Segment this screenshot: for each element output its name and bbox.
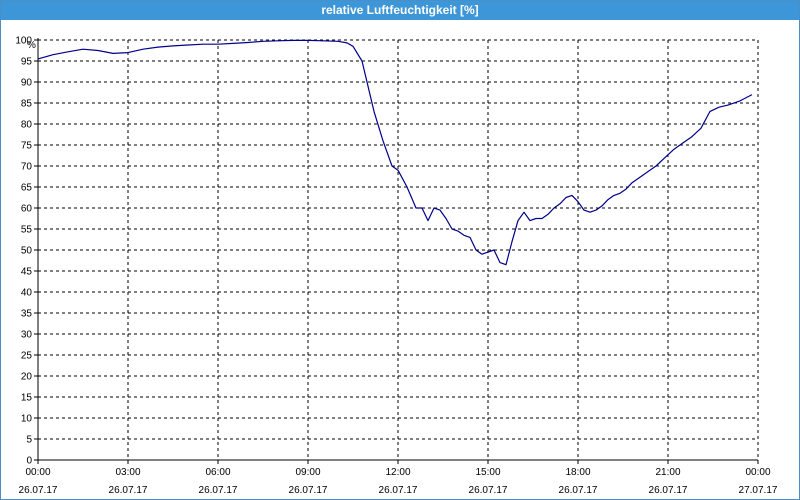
humidity-series-line <box>37 39 753 266</box>
axes <box>34 38 759 464</box>
x-tick-time-label: 21:00 <box>655 467 680 478</box>
grid <box>38 39 759 460</box>
x-tick-time-label: 00:00 <box>25 467 50 478</box>
y-tick-label: 0 <box>26 456 32 467</box>
y-tick-label: 75 <box>21 141 33 152</box>
y-tick-label: 95 <box>21 57 33 68</box>
x-tick-date-label: 26.07.17 <box>379 485 418 496</box>
y-tick-label: 85 <box>21 99 33 110</box>
x-tick-date-label: 26.07.17 <box>19 485 58 496</box>
y-tick-label: 40 <box>21 288 33 299</box>
x-tick-date-label: 27.07.17 <box>739 485 778 496</box>
y-tick-label: 20 <box>21 372 33 383</box>
tick-labels: 0 5 10 15 20 25 30 35 40 45 50 55 60 65 70 75 80 85 90 95 10… <box>15 36 778 497</box>
y-axis-unit-label: % <box>27 40 36 51</box>
x-tick-date-label: 26.07.17 <box>649 485 688 496</box>
y-tick-label: 10 <box>21 414 33 425</box>
y-tick-label: 60 <box>21 204 33 215</box>
x-tick-time-label: 12:00 <box>385 467 410 478</box>
y-tick-label: 90 <box>21 78 33 89</box>
x-tick-date-label: 26.07.17 <box>559 485 598 496</box>
y-tick-label: 50 <box>21 246 33 257</box>
x-tick-date-label: 26.07.17 <box>109 485 148 496</box>
y-tick-label: 25 <box>21 351 33 362</box>
x-tick-time-label: 00:00 <box>745 467 770 478</box>
x-tick-time-label: 06:00 <box>205 467 230 478</box>
x-tick-time-label: 03:00 <box>115 467 140 478</box>
series <box>37 39 753 266</box>
y-tick-label: 70 <box>21 162 33 173</box>
y-tick-label: 5 <box>26 435 32 446</box>
y-tick-label: 30 <box>21 330 33 341</box>
y-tick-label: 100 <box>15 36 32 47</box>
y-tick-label: 55 <box>21 225 33 236</box>
x-tick-time-label: 09:00 <box>295 467 320 478</box>
window-title: relative Luftfeuchtigkeit [%] <box>1 1 799 20</box>
y-tick-label: 80 <box>21 120 33 131</box>
x-tick-date-label: 26.07.17 <box>469 485 508 496</box>
y-tick-label: 35 <box>21 309 33 320</box>
x-tick-time-label: 15:00 <box>475 467 500 478</box>
y-tick-label: 65 <box>21 183 33 194</box>
y-tick-label: 15 <box>21 393 33 404</box>
x-tick-date-label: 26.07.17 <box>199 485 238 496</box>
y-tick-label: 45 <box>21 267 33 278</box>
x-tick-date-label: 26.07.17 <box>289 485 328 496</box>
x-tick-time-label: 18:00 <box>565 467 590 478</box>
